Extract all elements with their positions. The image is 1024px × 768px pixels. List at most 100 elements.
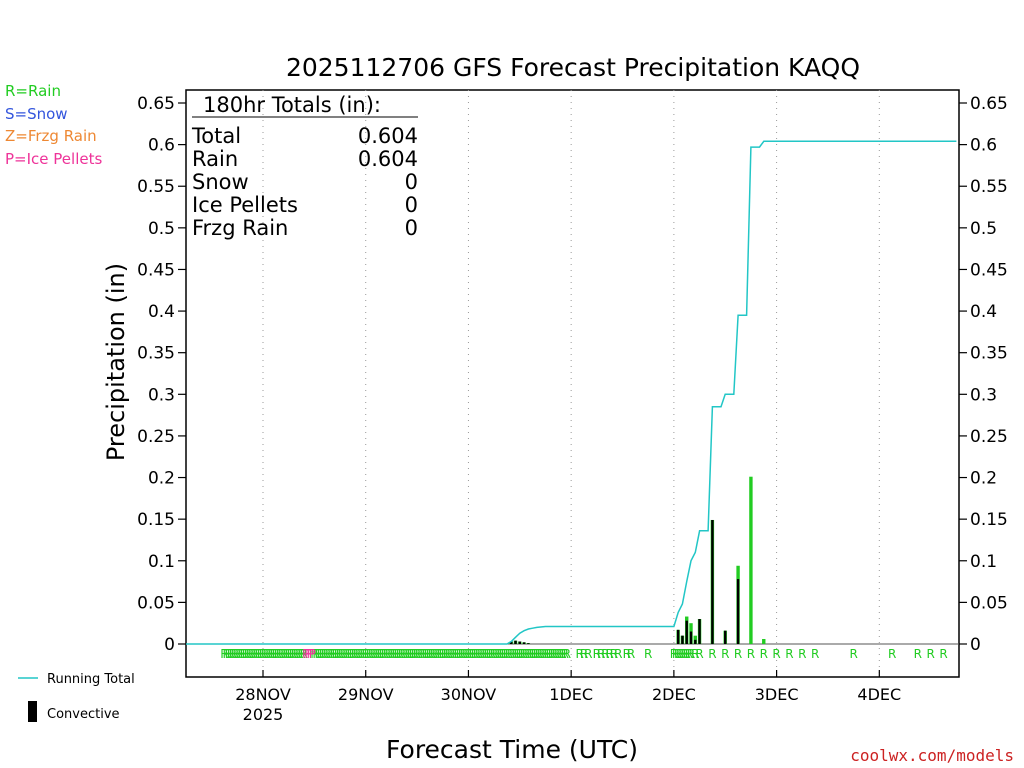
- type-marker: R: [334, 647, 342, 661]
- type-marker: R: [310, 647, 318, 661]
- type-marker: R: [357, 647, 365, 661]
- type-marker: R: [552, 647, 560, 661]
- type-marker: R: [513, 647, 521, 661]
- type-marker: R: [687, 647, 695, 661]
- type-marker: R: [772, 647, 780, 661]
- type-marker: R: [344, 647, 352, 661]
- type-marker: R: [691, 647, 699, 661]
- y-tick-label-right: 0.5: [970, 219, 997, 239]
- type-marker: R: [543, 647, 551, 661]
- x-tick-label: 28NOV: [235, 685, 291, 704]
- y-tick-label-left: 0.05: [137, 593, 175, 613]
- type-marker: R: [402, 647, 410, 661]
- type-marker: R: [606, 647, 614, 661]
- type-marker: R: [349, 647, 357, 661]
- convective-bar: [510, 641, 513, 644]
- y-tick-label-right: 0.65: [970, 94, 1008, 114]
- type-marker: R: [413, 647, 421, 661]
- type-marker: R: [499, 647, 507, 661]
- type-marker: R: [220, 647, 228, 661]
- type-marker: R: [385, 647, 393, 661]
- chart-title: 2025112706 GFS Forecast Precipitation KA…: [286, 53, 860, 82]
- type-marker: R: [486, 647, 494, 661]
- type-marker: R: [351, 647, 359, 661]
- convective-bar: [724, 630, 727, 644]
- type-marker: R: [347, 647, 355, 661]
- y-axis-ticks: 0 00.05 0.050.1 0.10.15 0.150.2 0.20.25 0.250.…: [137, 94, 1008, 655]
- type-marker: R: [496, 647, 504, 661]
- type-marker: R: [522, 647, 530, 661]
- type-marker: R: [355, 647, 363, 661]
- type-marker: R: [439, 647, 447, 661]
- type-marker: R: [473, 647, 481, 661]
- type-marker: R: [398, 647, 406, 661]
- precip-bar: [749, 476, 753, 644]
- type-marker: R: [676, 647, 684, 661]
- type-marker: R: [685, 647, 693, 661]
- type-marker: R: [597, 647, 605, 661]
- x-tick-label: 3DEC: [755, 685, 799, 704]
- convective-bar: [527, 643, 530, 644]
- plot-frame: [185, 89, 960, 678]
- y-tick-label-left: 0.45: [137, 260, 175, 280]
- running-total-line: [186, 140, 957, 645]
- type-marker: R: [734, 647, 742, 661]
- type-marker: P: [304, 647, 311, 661]
- y-tick-label-left: 0.3: [148, 385, 175, 405]
- totals-heading: 180hr Totals (in):: [203, 93, 381, 117]
- type-marker: R: [475, 647, 483, 661]
- type-marker: R: [379, 647, 387, 661]
- type-marker: P: [306, 647, 313, 661]
- y-tick-label-right: 0.2: [970, 469, 997, 489]
- type-marker: R: [396, 647, 404, 661]
- type-marker: R: [678, 647, 686, 661]
- type-marker: R: [939, 647, 947, 661]
- type-marker: R: [627, 647, 635, 661]
- type-marker: R: [708, 647, 716, 661]
- totals-label-ice-pellets: Ice Pellets: [192, 193, 298, 217]
- type-marker: R: [383, 647, 391, 661]
- type-marker: R: [428, 647, 436, 661]
- type-marker: R: [451, 647, 459, 661]
- x-tick-label: 29NOV: [338, 685, 394, 704]
- convective-bar: [711, 519, 714, 644]
- type-marker: R: [526, 647, 534, 661]
- type-marker: R: [443, 647, 451, 661]
- type-marker: R: [314, 647, 322, 661]
- type-marker: R: [374, 647, 382, 661]
- type-marker: R: [419, 647, 427, 661]
- y-tick-label-right: 0.6: [970, 136, 997, 156]
- convective-legend-swatch: [28, 701, 37, 722]
- type-marker: R: [580, 647, 588, 661]
- type-marker: R: [674, 647, 682, 661]
- type-marker: R: [492, 647, 500, 661]
- convective-bar: [694, 639, 697, 644]
- y-tick-label-right: 0: [970, 635, 981, 655]
- type-marker: R: [811, 647, 819, 661]
- type-marker: R: [556, 647, 564, 661]
- type-marker: P: [309, 647, 316, 661]
- type-marker: R: [683, 647, 691, 661]
- type-marker: R: [747, 647, 755, 661]
- type-marker: R: [520, 647, 528, 661]
- type-marker: R: [381, 647, 389, 661]
- type-marker: R: [272, 647, 280, 661]
- y-tick-label-left: 0.4: [148, 302, 175, 322]
- type-marker: R: [299, 647, 307, 661]
- type-marker: R: [490, 647, 498, 661]
- type-marker: R: [548, 647, 556, 661]
- convective-bar: [522, 642, 526, 644]
- type-marker: R: [276, 647, 284, 661]
- type-marker: R: [329, 647, 337, 661]
- y-tick-label-right: 0.1: [970, 552, 997, 572]
- type-marker: R: [524, 647, 532, 661]
- y-tick-label-left: 0: [164, 635, 175, 655]
- type-marker: R: [265, 647, 273, 661]
- type-marker: R: [550, 647, 558, 661]
- grid-lines: [186, 90, 959, 677]
- type-marker: R: [505, 647, 513, 661]
- type-marker: R: [469, 647, 477, 661]
- type-marker: R: [424, 647, 432, 661]
- type-marker: R: [282, 647, 290, 661]
